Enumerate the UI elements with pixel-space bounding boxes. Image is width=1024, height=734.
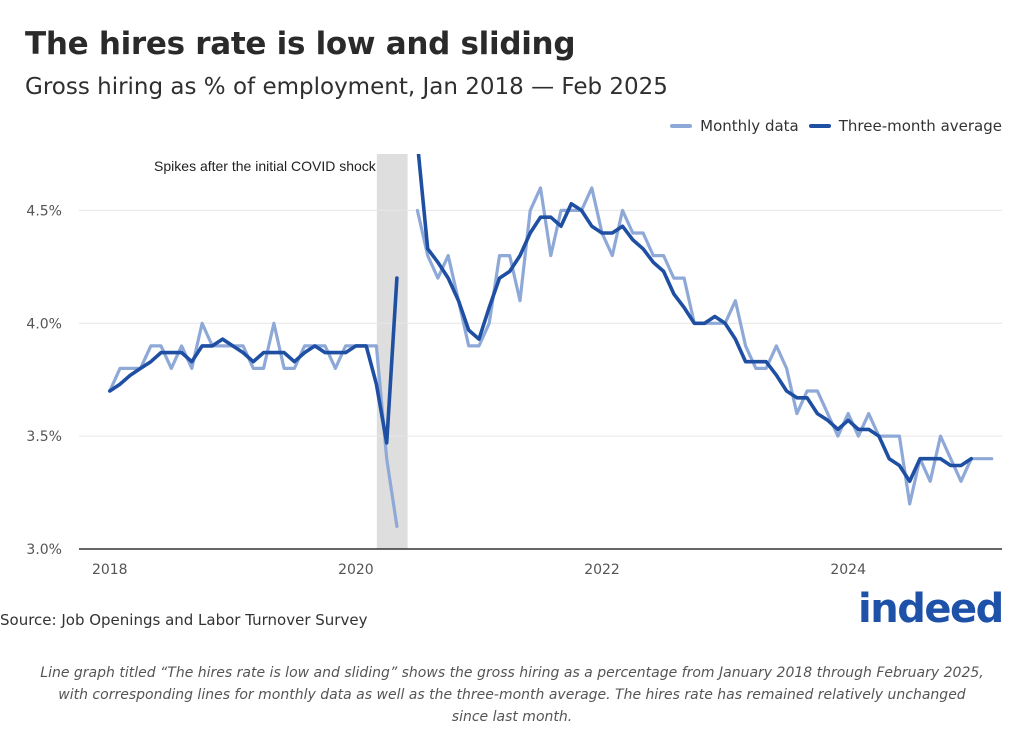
three-month-average-line [108, 276, 399, 445]
legend-swatch-monthly [670, 124, 693, 128]
indeed-logo: indeed [858, 586, 1004, 632]
legend-label-monthly: Monthly data [700, 117, 799, 135]
chart-title: The hires rate is low and sliding [25, 26, 576, 62]
x-tick-label: 2024 [830, 562, 866, 578]
chart-caption: Line graph titled “The hires rate is low… [40, 665, 984, 725]
legend-swatch-average [808, 124, 831, 128]
monthly-data-line [108, 321, 399, 529]
y-tick-label: 4.0% [26, 316, 62, 332]
legend: Monthly data Three-month average [670, 117, 1002, 135]
x-tick-label: 2018 [92, 562, 128, 578]
monthly-data-line [415, 186, 994, 506]
y-tick-label: 4.5% [26, 203, 62, 219]
y-tick-label: 3.5% [26, 429, 62, 445]
covid-annotation: Spikes after the initial COVID shock [154, 158, 377, 174]
y-tick-label: 3.0% [26, 542, 62, 558]
legend-item-monthly: Monthly data [670, 117, 799, 135]
x-tick-label: 2022 [584, 562, 620, 578]
x-tick-label: 2020 [338, 562, 374, 578]
legend-item-average: Three-month average [808, 117, 1002, 135]
legend-label-average: Three-month average [838, 117, 1002, 135]
three-month-average-line [416, 154, 974, 484]
line-chart: 3.0% 3.5% 4.0% 4.5% 2018 2020 2022 2024 Spikes a… [26, 154, 1002, 578]
source-note: Source: Job Openings and Labor Turnover … [0, 611, 368, 629]
chart-subtitle: Gross hiring as % of employment, Jan 201… [25, 74, 668, 100]
